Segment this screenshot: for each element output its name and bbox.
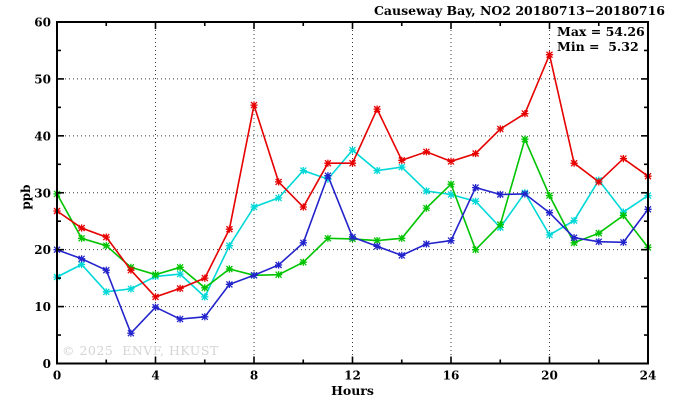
x-tick-label: 24 — [640, 369, 657, 383]
min-stat: Min = 5.32 — [557, 39, 639, 54]
x-tick-label: 20 — [541, 369, 558, 383]
series-group — [53, 51, 652, 337]
red-series-line — [56, 52, 649, 298]
gridlines — [57, 22, 648, 364]
copyright-watermark: © 2025 ENVF, HKUST — [62, 343, 219, 358]
max-min-stats: Max = 54.26 Min = 5.32 — [557, 24, 645, 54]
y-tick-label: 40 — [34, 129, 51, 143]
x-tick-label: 4 — [151, 369, 159, 383]
y-tick-label: 30 — [34, 186, 51, 200]
x-axis-title: Hours — [331, 383, 374, 398]
chart-title: Causeway Bay, NO2 20180713−20180716 — [373, 3, 665, 18]
y-tick-label: 10 — [34, 300, 51, 314]
red-series-markers — [53, 51, 652, 301]
y-tick-label: 0 — [43, 357, 51, 371]
y-tick-label: 50 — [34, 72, 51, 86]
x-tick-label: 16 — [443, 369, 460, 383]
x-tick-label: 8 — [250, 369, 258, 383]
x-tick-label: 12 — [344, 369, 361, 383]
cyan-series-markers — [53, 146, 652, 301]
y-tick-label: 20 — [34, 243, 51, 257]
max-stat: Max = 54.26 — [557, 24, 645, 39]
tick-labels: 0 10 20 30 40 50 60 0 4 8 12 16 20 24 — [34, 16, 656, 383]
axis-ticks — [56, 21, 649, 365]
x-tick-label: 0 — [53, 369, 61, 383]
y-axis-title: ppb — [19, 184, 33, 210]
y-tick-label: 60 — [34, 16, 51, 30]
